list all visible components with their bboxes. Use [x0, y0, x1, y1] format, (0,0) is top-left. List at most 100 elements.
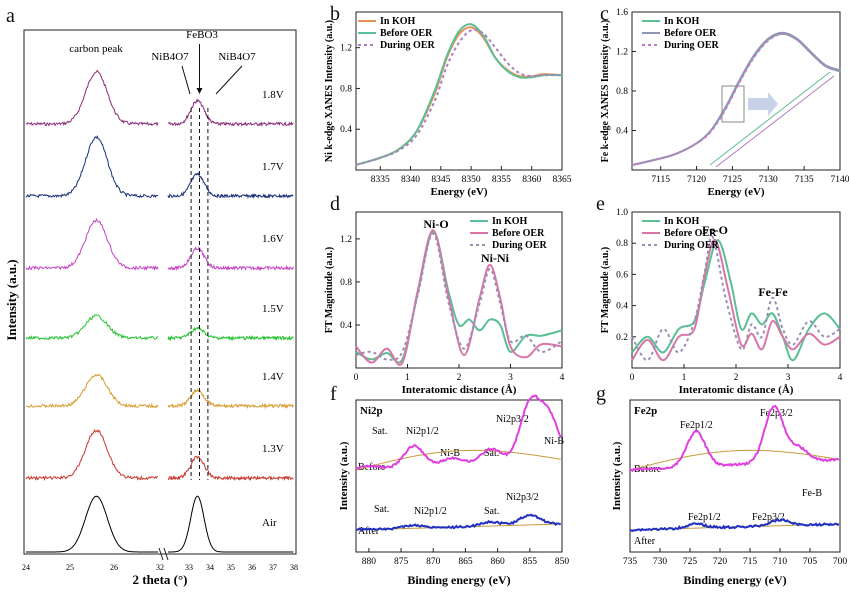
panel-letter-a: a: [6, 5, 15, 27]
panel-c-tangent-2: [715, 75, 835, 168]
arrowhead-icon: [196, 88, 203, 94]
xrd-trace-right: [167, 326, 294, 342]
legend-label: Before OER: [664, 228, 717, 239]
series-label-1.4V: 1.4V: [262, 371, 284, 383]
xrd-trace-right: [167, 246, 294, 272]
panel-b-chart: 8335 8340 8345 8350 8355 8360 8365 0.4 0.8 1.2 Ene…: [324, 11, 572, 198]
x-tick-label: 7130: [759, 175, 778, 185]
panel-f-ylabel: Intensity (a.u.): [338, 441, 350, 510]
panel-g-label-after: After: [634, 536, 656, 547]
panel-c-chart: 7115 7120 7125 7130 7135 7140 0.4 0.8 1.2 1.6 Ener…: [600, 8, 849, 198]
y-tick-label: 0.8: [340, 84, 352, 94]
x-tick-label: 855: [523, 557, 538, 567]
legend-label: In KOH: [380, 16, 416, 27]
xrd-trace-right: [167, 171, 294, 199]
panel-g-title: Fe2p: [634, 405, 657, 417]
y-tick-label: 0.4: [340, 125, 352, 135]
series-line-before-oer: [355, 229, 563, 366]
panel-c-ylabel: Fe k-edge XANES Intensity (a.u.): [600, 20, 611, 163]
background-line: [355, 449, 561, 471]
panel-f-label-sat-4: Sat.: [484, 506, 499, 517]
legend-label: In KOH: [664, 216, 700, 227]
x-tick-label: 715: [743, 557, 758, 567]
legend-label: During OER: [492, 240, 548, 251]
y-tick-label: 0.8: [616, 87, 628, 97]
panel-g-label-fe2p12-after: Fe2p1/2: [688, 512, 721, 523]
x-tick-label: 8365: [553, 175, 572, 185]
x-tick-label: 1: [682, 373, 687, 383]
series-line-during-oer: [355, 28, 563, 166]
panel-c-zoom-box: [721, 85, 745, 123]
x-tick-label: 8340: [401, 175, 420, 185]
panel-f-label-sat-2: Sat.: [484, 448, 499, 459]
panel-a-xlabel: 2 theta (°): [132, 572, 187, 587]
x-tick-label: 735: [623, 557, 638, 567]
x-tick-label: 8360: [522, 175, 541, 185]
xrd-trace-left: [25, 217, 159, 271]
panel-e-peak2-label: Fe-Fe: [758, 285, 788, 299]
panel-f-label-ni2p12-after: Ni2p1/2: [414, 506, 447, 517]
x-tick-label: 0: [354, 373, 359, 383]
panel-f-label-sat-3: Sat.: [374, 504, 389, 515]
xrd-trace-left: [25, 428, 158, 482]
series-line-before-oer: [355, 23, 563, 166]
panel-b-ylabel: Ni k-edge XANES Intensity (a.u.): [324, 20, 335, 162]
arrow-icon: [215, 65, 243, 95]
panel-f-label-nib-2: Ni-B: [544, 436, 564, 447]
panel-d-peak1-label: Ni-O: [423, 217, 448, 231]
y-tick-label: 1.2: [340, 44, 352, 54]
y-tick-label: 0.6: [616, 270, 628, 280]
xps-trace-after: [629, 517, 840, 532]
panel-letter-f: f: [330, 383, 337, 405]
xrd-trace-right: [168, 495, 294, 553]
panel-d-ylabel: FT Magnitude (a.u.): [324, 247, 335, 334]
xrd-trace-left: [26, 495, 158, 553]
y-tick-label: 0.4: [340, 321, 352, 331]
x-tick-label: 700: [833, 557, 848, 567]
y-tick-label: 0.4: [616, 127, 628, 137]
panel-letter-g: g: [596, 383, 606, 405]
panel-a-frame: [23, 29, 297, 555]
panel-g-label-fe2p32: Fe2p3/2: [760, 408, 793, 419]
xrd-trace-right: [167, 98, 294, 127]
x-tick-label: 38: [290, 563, 298, 572]
series-line-before-oer: [631, 239, 841, 362]
panel-d-xlabel: Interatomic distance (Å): [402, 384, 517, 396]
legend-label: In KOH: [664, 16, 700, 27]
panel-e-xlabel: Interatomic distance (Å): [679, 384, 794, 396]
x-tick-label: 875: [394, 557, 409, 567]
panel-e-ylabel: FT Magnitude (a.u.): [600, 247, 611, 334]
x-tick-label: 8355: [492, 175, 511, 185]
panel-letter-d: d: [330, 193, 340, 215]
panel-f-label-before: Before: [358, 462, 386, 473]
background-line: [629, 449, 839, 471]
xrd-trace-right: [167, 455, 294, 481]
series-label-1.7V: 1.7V: [262, 161, 284, 173]
legend-label: Before OER: [492, 228, 545, 239]
xrd-trace-left: [25, 135, 159, 199]
x-tick-label: 850: [555, 557, 570, 567]
x-tick-label: 4: [560, 373, 565, 383]
panel-letter-c: c: [600, 3, 609, 25]
panel-f-label-ni2p32: Ni2p3/2: [496, 414, 529, 425]
series-label-1.6V: 1.6V: [262, 233, 284, 245]
panel-g-label-fe2p12: Fe2p1/2: [680, 420, 713, 431]
annotation-carbon-peak: carbon peak: [69, 43, 123, 55]
panel-letter-b: b: [330, 3, 340, 25]
x-tick-label: 730: [653, 557, 668, 567]
panel-letter-e: e: [596, 193, 605, 215]
panel-g-label-fe2p32-after: Fe2p3/2: [752, 512, 785, 523]
x-tick-label: 865: [458, 557, 473, 567]
series-label-1.3V: 1.3V: [262, 443, 284, 455]
x-tick-label: 26: [110, 563, 118, 572]
x-tick-label: 25: [66, 563, 74, 572]
x-tick-label: 8345: [431, 175, 450, 185]
legend-label: During OER: [380, 40, 436, 51]
series-line-in-koh: [631, 239, 841, 362]
panel-b-frame: [355, 11, 563, 171]
legend-label: In KOH: [492, 216, 528, 227]
panel-a-chart: Intensity (a.u.) 2 theta (°) carbon peak…: [4, 29, 298, 587]
legend-label: During OER: [664, 40, 720, 51]
panel-g-frame: [629, 399, 841, 553]
